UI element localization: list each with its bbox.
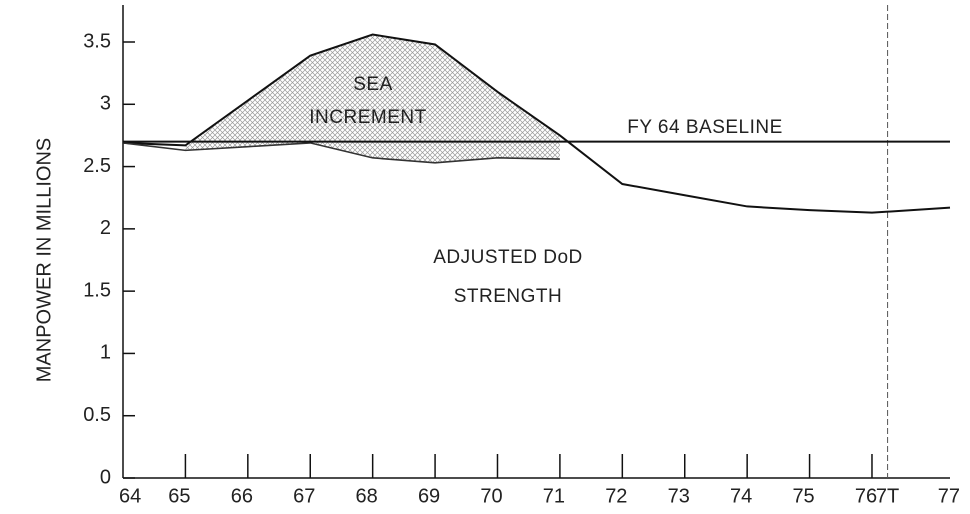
y-axis-label: MANPOWER IN MILLIONS: [33, 138, 55, 382]
x-tick-label: 64: [119, 485, 141, 507]
y-tick-label: 0.5: [83, 404, 111, 426]
x-tick-label: 73: [668, 485, 690, 507]
annotation: FY 64 BASELINE: [627, 117, 783, 138]
y-tick-label: 2: [100, 217, 111, 239]
x-tick-label: 70: [480, 485, 502, 507]
x-tick-label: 7T: [876, 485, 899, 507]
x-tick-label: 69: [418, 485, 440, 507]
series-line: [122, 142, 560, 164]
annotation: ADJUSTED DoD: [433, 247, 583, 268]
series-line: [122, 33, 951, 214]
x-tick-label: 65: [168, 485, 190, 507]
x-tick-label: 74: [730, 485, 752, 507]
x-tick-label: 72: [605, 485, 627, 507]
x-tick-label: 77: [938, 485, 960, 507]
annotation: INCREMENT: [309, 107, 426, 128]
x-tick-label: 75: [792, 485, 814, 507]
x-tick-label: 67: [293, 485, 315, 507]
x-tick-label: 68: [356, 485, 378, 507]
annotation: STRENGTH: [454, 286, 563, 307]
y-tick-label: 2.5: [83, 155, 111, 177]
x-tick-label: 71: [543, 485, 565, 507]
y-tick-label: 0: [100, 466, 111, 488]
x-tick-label: 76: [855, 485, 877, 507]
x-tick-label: 66: [231, 485, 253, 507]
y-tick-label: 1.5: [83, 279, 111, 301]
y-tick-label: 1: [100, 342, 111, 364]
sea-increment-area: [185, 34, 560, 163]
y-tick-label: 3: [100, 93, 111, 115]
annotation: SEA: [353, 74, 393, 95]
y-tick-label: 3.5: [83, 30, 111, 52]
